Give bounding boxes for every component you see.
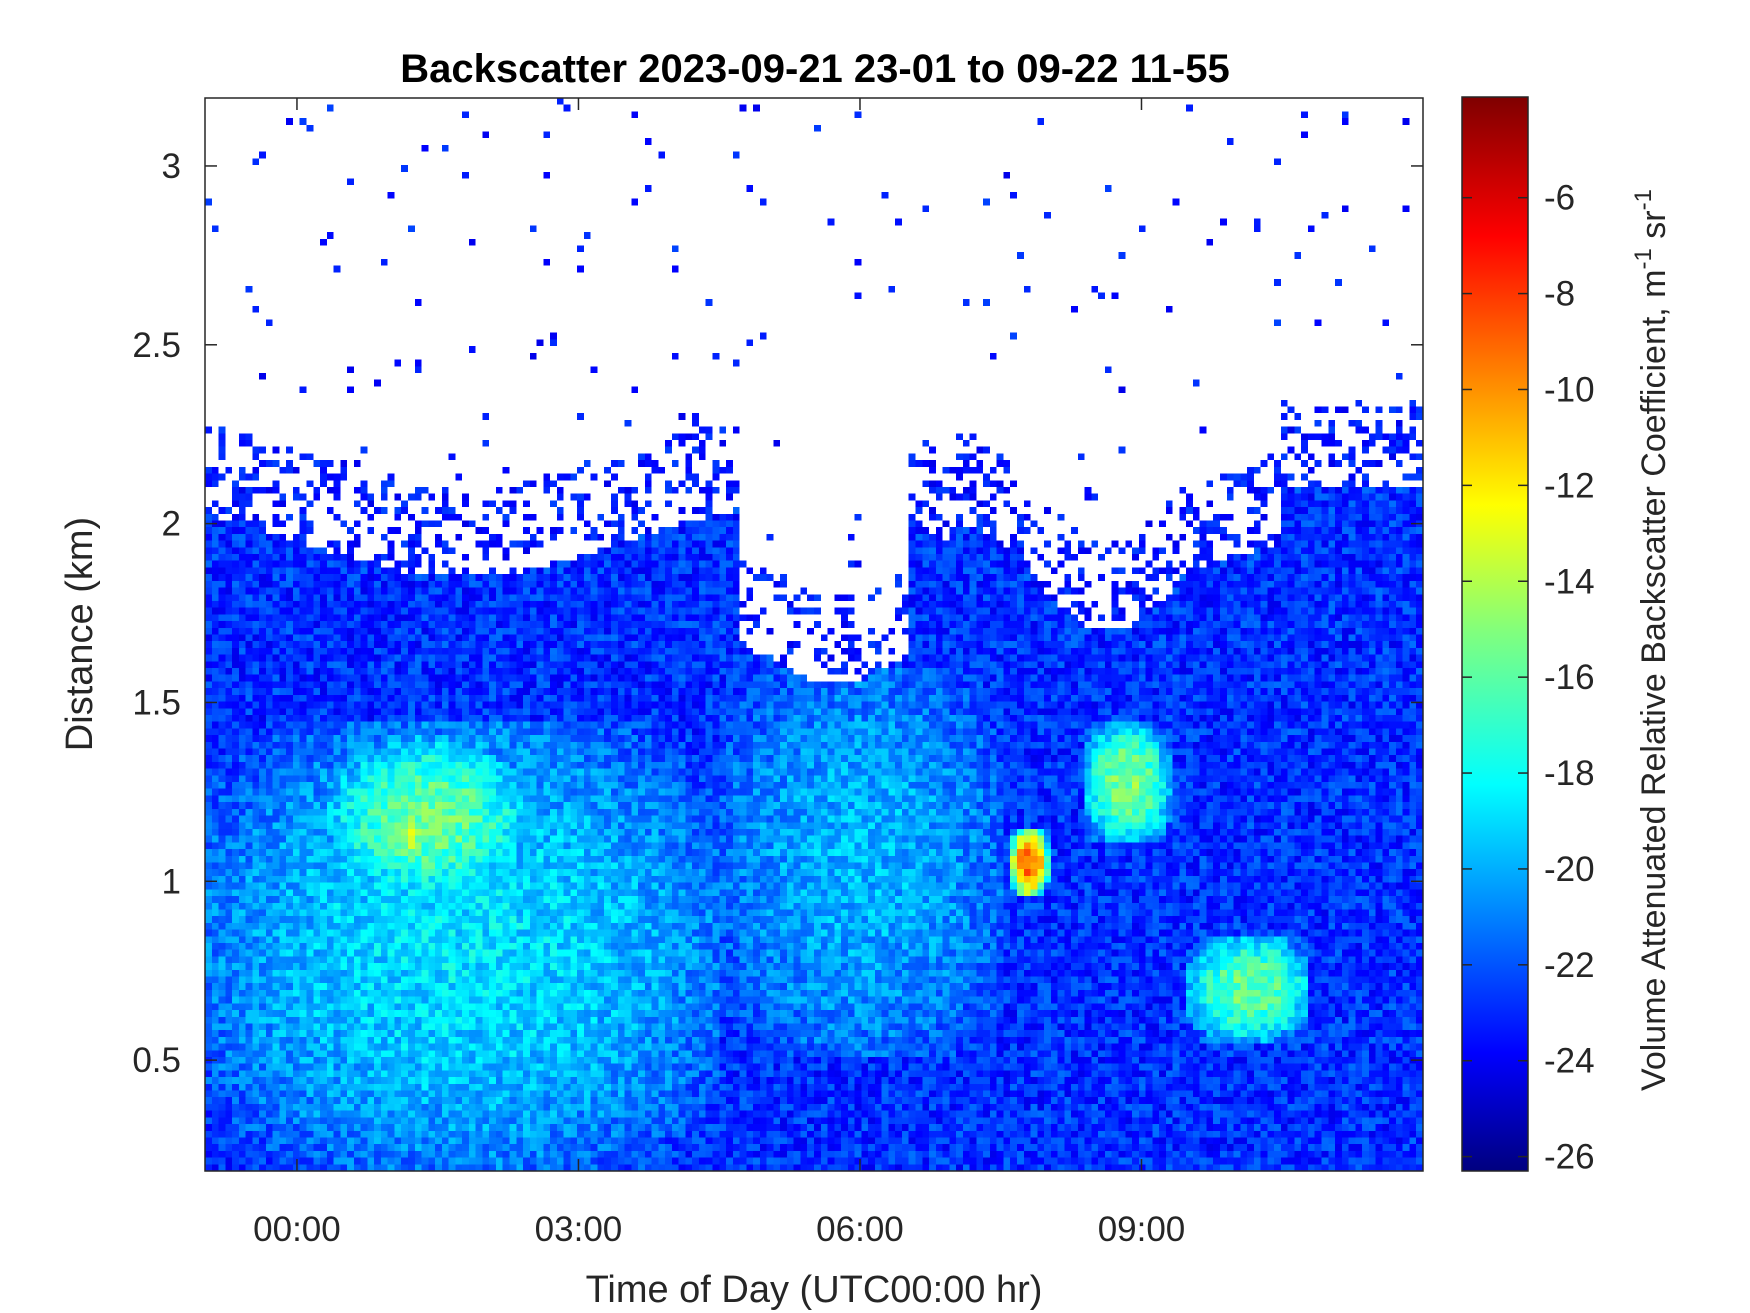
- y-axis-label: Distance (km): [59, 517, 101, 751]
- colorbar-tick-label: -16: [1544, 658, 1595, 697]
- colorbar-tick-label: -12: [1544, 466, 1595, 505]
- chart-title: Backscatter 2023-09-21 23-01 to 09-22 11…: [400, 47, 1229, 91]
- colorbar-tick-label: -26: [1544, 1138, 1595, 1177]
- x-axis: 00:00 03:00 06:00 09:00: [253, 98, 1185, 1249]
- colorbar-unit-sup2: -1: [1630, 189, 1657, 210]
- colorbar-tick-label: -14: [1544, 562, 1595, 601]
- colorbar-tick-label: -20: [1544, 850, 1595, 889]
- y-tick-label: 2: [162, 505, 181, 544]
- colorbar-tick-label: -10: [1544, 370, 1595, 409]
- colorbar-label: Volume Attenuated Relative Backscatter C…: [1630, 189, 1673, 1091]
- x-tick-label: 03:00: [535, 1210, 623, 1249]
- colorbar-gradient: [1461, 96, 1529, 1172]
- x-axis-label: Time of Day (UTC00:00 hr): [586, 1269, 1043, 1311]
- colorbar-tick-label: -22: [1544, 946, 1595, 985]
- y-tick-label: 1.5: [132, 683, 181, 722]
- plot-area: [204, 97, 1424, 1172]
- colorbar: -6 -8 -10 -12 -14 -16 -18 -20 -22 -24 -26 Volume A…: [1461, 96, 1673, 1177]
- x-tick-label: 06:00: [816, 1210, 904, 1249]
- colorbar-tick-label: -24: [1544, 1042, 1595, 1081]
- y-tick-label: 1: [162, 862, 181, 901]
- x-tick-label: 00:00: [253, 1210, 341, 1249]
- colorbar-unit-sr: sr: [1635, 210, 1673, 248]
- colorbar-label-text: Volume Attenuated Relative Backscatter C…: [1635, 269, 1673, 1090]
- colorbar-tick-label: -18: [1544, 754, 1595, 793]
- colorbar-ticks: -6 -8 -10 -12 -14 -16 -18 -20 -22 -24 -26: [1462, 179, 1595, 1177]
- plot-frame: [204, 97, 1424, 1172]
- y-tick-label: 0.5: [132, 1041, 181, 1080]
- colorbar-tick-label: -6: [1544, 179, 1575, 218]
- y-tick-label: 2.5: [132, 326, 181, 365]
- x-tick-label: 09:00: [1098, 1210, 1186, 1249]
- y-tick-label: 3: [162, 147, 181, 186]
- colorbar-tick-label: -8: [1544, 275, 1575, 314]
- y-axis: 0.5 1 1.5 2 2.5 3: [132, 147, 1423, 1080]
- backscatter-heatmap: [205, 98, 1423, 1171]
- colorbar-unit-sup1: -1: [1630, 248, 1657, 269]
